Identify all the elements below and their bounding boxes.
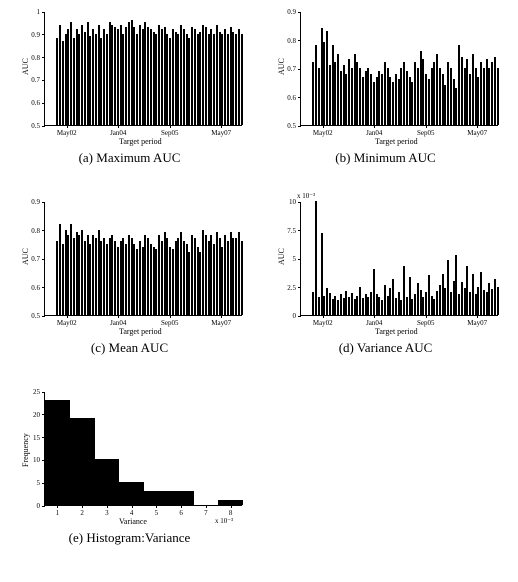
ytick-label: 0.5 [20, 312, 40, 320]
ylabel: AUC [21, 58, 30, 75]
ylabel: AUC [277, 248, 286, 265]
hist-bar [218, 500, 243, 505]
xtick-label: May02 [52, 319, 82, 327]
xtick-label: Jan04 [359, 319, 389, 327]
ytick-label: 2.5 [276, 284, 296, 292]
ytick-label: 0.5 [20, 122, 40, 130]
ytick-label: 10 [276, 198, 296, 206]
sci-exponent-label: x 10⁻³ [215, 517, 233, 525]
caption-d: (d) Variance AUC [268, 340, 503, 356]
ylabel: AUC [277, 58, 286, 75]
xtick-label: May02 [308, 129, 338, 137]
panel-variance-auc: 02.557.510May02Jan04Sep05May07AUCTarget … [268, 196, 503, 346]
xtick-label: Sep05 [411, 129, 441, 137]
xtick-label: May07 [462, 129, 492, 137]
ylabel: Frequency [21, 433, 30, 467]
plot-area-e: 051015202512345678FrequencyVariancex 10⁻… [44, 392, 242, 506]
xlabel: Variance [119, 517, 147, 526]
xlabel: Target period [375, 137, 418, 146]
panel-histogram-variance: 051015202512345678FrequencyVariancex 10⁻… [12, 386, 247, 536]
xtick-label: Jan04 [103, 129, 133, 137]
xtick-label: Jan04 [359, 129, 389, 137]
hist-bar [119, 482, 144, 505]
xlabel: Target period [375, 327, 418, 336]
sci-exponent-label: x 10⁻³ [297, 192, 315, 200]
xtick-label: Sep05 [155, 129, 185, 137]
ytick-label: 0.6 [20, 99, 40, 107]
ytick-label: 7.5 [276, 227, 296, 235]
ytick-label: 20 [20, 411, 40, 419]
ytick-label: 0.8 [20, 227, 40, 235]
caption-b: (b) Minimum AUC [268, 150, 503, 166]
figure-page: { "layout": { "panels": { "a": {"x": 12,… [0, 0, 518, 582]
ytick-label: 0.6 [276, 94, 296, 102]
xtick-label: May07 [206, 319, 236, 327]
caption-c: (c) Mean AUC [12, 340, 247, 356]
xtick-label: May02 [308, 319, 338, 327]
caption-a: (a) Maximum AUC [12, 150, 247, 166]
plot-area-d: 02.557.510May02Jan04Sep05May07AUCTarget … [300, 202, 498, 316]
xtick-label: Jan04 [103, 319, 133, 327]
ytick-label: 0.8 [276, 37, 296, 45]
bar [497, 287, 499, 316]
xtick-label: Sep05 [411, 319, 441, 327]
xtick-label: May02 [52, 129, 82, 137]
caption-e: (e) Histogram:Variance [12, 530, 247, 546]
panel-mean-auc: 0.50.60.70.80.9May02Jan04Sep05May07AUCTa… [12, 196, 247, 346]
hist-bar [95, 459, 120, 505]
ytick-label: 0.9 [276, 8, 296, 16]
ytick-label: 0.9 [20, 198, 40, 206]
ytick-label: 0.5 [276, 122, 296, 130]
panel-minimum-auc: 0.50.60.70.80.9May02Jan04Sep05May07AUCTa… [268, 6, 503, 156]
plot-area-a: 0.50.60.70.80.91May02Jan04Sep05May07AUCT… [44, 12, 242, 126]
bar [497, 68, 499, 125]
plot-area-c: 0.50.60.70.80.9May02Jan04Sep05May07AUCTa… [44, 202, 242, 316]
bar [241, 34, 243, 125]
xtick-label: May07 [462, 319, 492, 327]
ytick-label: 0 [276, 312, 296, 320]
bar [241, 241, 243, 315]
ytick-label: 0.9 [20, 31, 40, 39]
ylabel: AUC [21, 248, 30, 265]
hist-bar [70, 418, 95, 505]
panel-maximum-auc: 0.50.60.70.80.91May02Jan04Sep05May07AUCT… [12, 6, 247, 156]
xtick-label: May07 [206, 129, 236, 137]
xtick-label: 8 [216, 509, 246, 517]
ytick-label: 25 [20, 388, 40, 396]
hist-bar [169, 491, 194, 505]
plot-area-b: 0.50.60.70.80.9May02Jan04Sep05May07AUCTa… [300, 12, 498, 126]
ytick-label: 5 [20, 479, 40, 487]
xlabel: Target period [119, 327, 162, 336]
ytick-label: 0 [20, 502, 40, 510]
ytick-label: 0.6 [20, 284, 40, 292]
ytick-label: 1 [20, 8, 40, 16]
xtick-label: Sep05 [155, 319, 185, 327]
hist-bar [144, 491, 169, 505]
xlabel: Target period [119, 137, 162, 146]
ytick-label: 0.7 [20, 76, 40, 84]
hist-bar [45, 400, 70, 505]
